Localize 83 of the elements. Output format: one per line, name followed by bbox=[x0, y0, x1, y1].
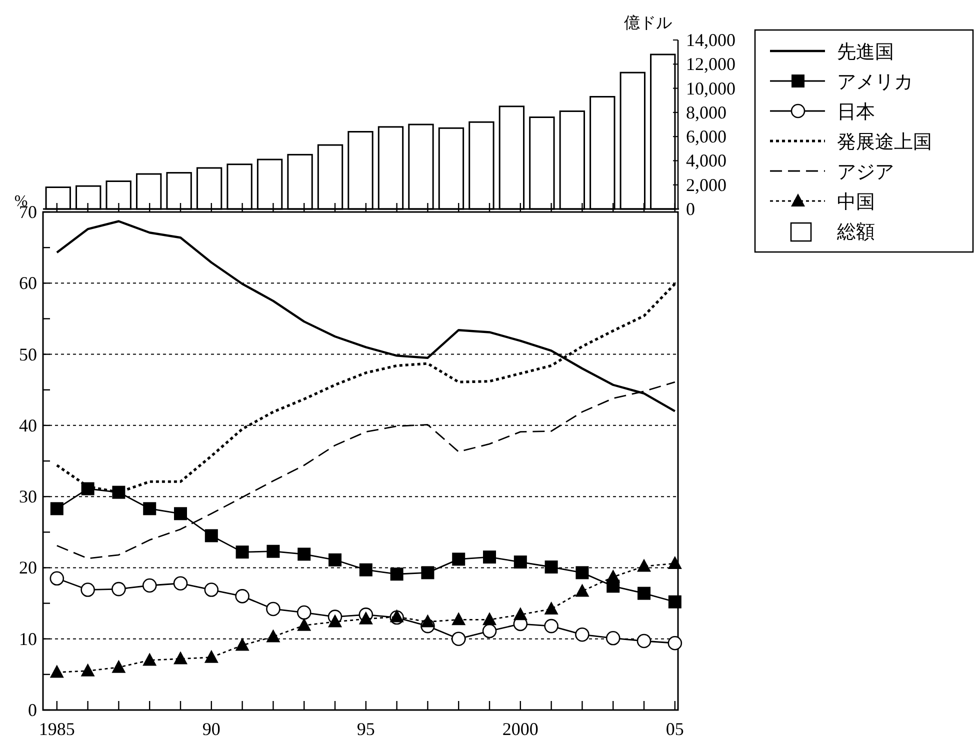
point bbox=[606, 630, 620, 646]
point bbox=[513, 607, 528, 620]
y-tick-label: 4,000 bbox=[686, 150, 726, 171]
point bbox=[50, 571, 64, 586]
point bbox=[80, 582, 95, 597]
point bbox=[638, 586, 651, 600]
x-tick-label: 1985 bbox=[38, 719, 75, 739]
point bbox=[358, 611, 373, 624]
point bbox=[236, 546, 249, 559]
point bbox=[112, 582, 126, 596]
point bbox=[390, 609, 404, 622]
point bbox=[576, 566, 589, 580]
y-tick-label: 14,000 bbox=[686, 30, 736, 50]
point bbox=[174, 507, 188, 520]
legend-label: 中国 bbox=[837, 192, 875, 213]
point bbox=[575, 627, 590, 642]
point bbox=[266, 544, 280, 558]
point bbox=[514, 556, 527, 569]
y-tick-label: 40 bbox=[19, 415, 37, 436]
point bbox=[204, 529, 218, 542]
y-tick-label: 30 bbox=[19, 486, 37, 507]
point bbox=[328, 553, 342, 566]
point bbox=[637, 558, 652, 572]
y-tick-label: 6,000 bbox=[686, 126, 726, 147]
point bbox=[173, 576, 188, 591]
point bbox=[112, 660, 126, 673]
y-tick-label: 60 bbox=[19, 273, 37, 294]
point bbox=[142, 578, 157, 593]
point bbox=[174, 651, 188, 664]
point bbox=[544, 560, 558, 574]
point bbox=[142, 652, 157, 666]
point bbox=[143, 502, 156, 516]
x-tick-label: 90 bbox=[202, 719, 220, 739]
y-tick-label: 0 bbox=[28, 700, 37, 720]
point bbox=[452, 552, 466, 566]
point bbox=[668, 636, 682, 650]
legend-label: アメリカ bbox=[837, 72, 913, 93]
y-tick-label: 8,000 bbox=[686, 102, 726, 122]
point bbox=[544, 618, 558, 634]
x-tick-label: 05 bbox=[666, 719, 684, 739]
point bbox=[482, 624, 497, 638]
point bbox=[452, 612, 466, 626]
legend-label: 発展途上国 bbox=[837, 132, 932, 153]
point bbox=[483, 550, 496, 564]
legend-label: 総額 bbox=[836, 222, 875, 243]
y-tick-label: 20 bbox=[19, 558, 37, 578]
point bbox=[668, 556, 682, 569]
point bbox=[266, 629, 280, 642]
point bbox=[420, 614, 435, 628]
legend-label: アジア bbox=[837, 162, 894, 183]
point bbox=[636, 634, 652, 648]
point bbox=[390, 568, 404, 581]
point bbox=[80, 663, 95, 676]
legend-label: 日本 bbox=[837, 102, 875, 123]
point bbox=[204, 650, 218, 663]
point bbox=[359, 563, 372, 576]
point bbox=[298, 548, 311, 561]
point bbox=[451, 632, 466, 646]
point bbox=[266, 602, 280, 616]
point bbox=[544, 601, 558, 614]
point bbox=[50, 502, 64, 516]
y-tick-label: 0 bbox=[686, 199, 695, 219]
x-tick-label: 2000 bbox=[502, 719, 538, 739]
point bbox=[296, 605, 312, 620]
y-tick-label: 10 bbox=[19, 628, 37, 649]
y-axis-title: 億ドル bbox=[624, 14, 672, 32]
point bbox=[235, 638, 250, 651]
y-tick-label: 50 bbox=[19, 344, 37, 364]
point bbox=[575, 584, 590, 597]
y-tick-label: 12,000 bbox=[686, 54, 736, 74]
point bbox=[328, 614, 342, 628]
point bbox=[421, 566, 434, 580]
x-tick-label: 95 bbox=[356, 719, 375, 739]
point bbox=[482, 612, 497, 626]
point bbox=[204, 582, 219, 597]
y-tick-label: 10,000 bbox=[686, 78, 736, 98]
point bbox=[606, 569, 620, 582]
legend-label: 先進国 bbox=[837, 42, 894, 63]
point bbox=[50, 664, 64, 678]
point bbox=[235, 589, 250, 604]
point bbox=[297, 618, 312, 631]
y-tick-label: 2,000 bbox=[686, 174, 726, 195]
point bbox=[668, 595, 682, 608]
